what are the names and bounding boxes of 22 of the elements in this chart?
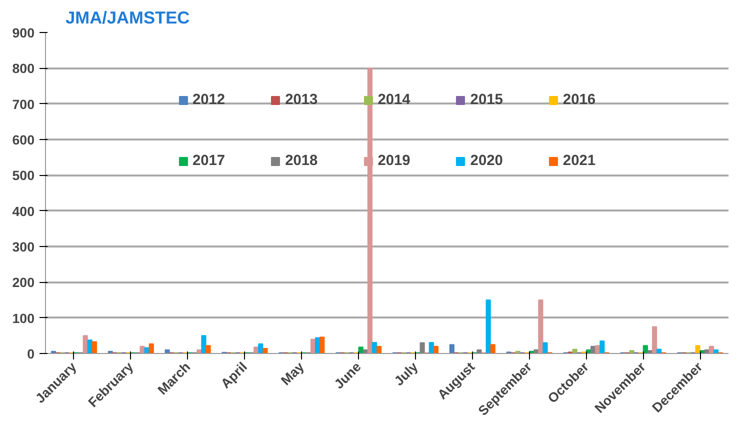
legend-label: 2019 bbox=[378, 153, 410, 169]
y-tick-label: 400 bbox=[12, 204, 35, 219]
legend-label: 2012 bbox=[192, 92, 226, 108]
legend-label: 2015 bbox=[470, 92, 503, 108]
legend-label: 2013 bbox=[285, 92, 318, 108]
legend-label: 2021 bbox=[562, 153, 596, 169]
y-tick-label: 500 bbox=[12, 168, 35, 184]
y-tick-label: 800 bbox=[12, 61, 35, 76]
y-tick-label: 900 bbox=[12, 26, 35, 40]
legend-label: 2017 bbox=[192, 153, 226, 169]
legend-label: 2018 bbox=[285, 153, 318, 169]
y-tick-label: 700 bbox=[12, 96, 35, 112]
y-tick-label: 200 bbox=[12, 275, 35, 290]
legend-label: 2020 bbox=[470, 153, 503, 169]
chart-title: JMA/JAMSTEC bbox=[66, 8, 190, 28]
x-tick-label: July bbox=[391, 358, 422, 389]
legend-label: 2014 bbox=[378, 92, 410, 108]
y-tick-label: 600 bbox=[12, 132, 35, 148]
legend-label: 2016 bbox=[562, 92, 596, 108]
y-tick-label: 300 bbox=[12, 240, 35, 254]
y-tick-label: 0 bbox=[27, 346, 35, 362]
y-tick-label: 100 bbox=[12, 310, 35, 326]
